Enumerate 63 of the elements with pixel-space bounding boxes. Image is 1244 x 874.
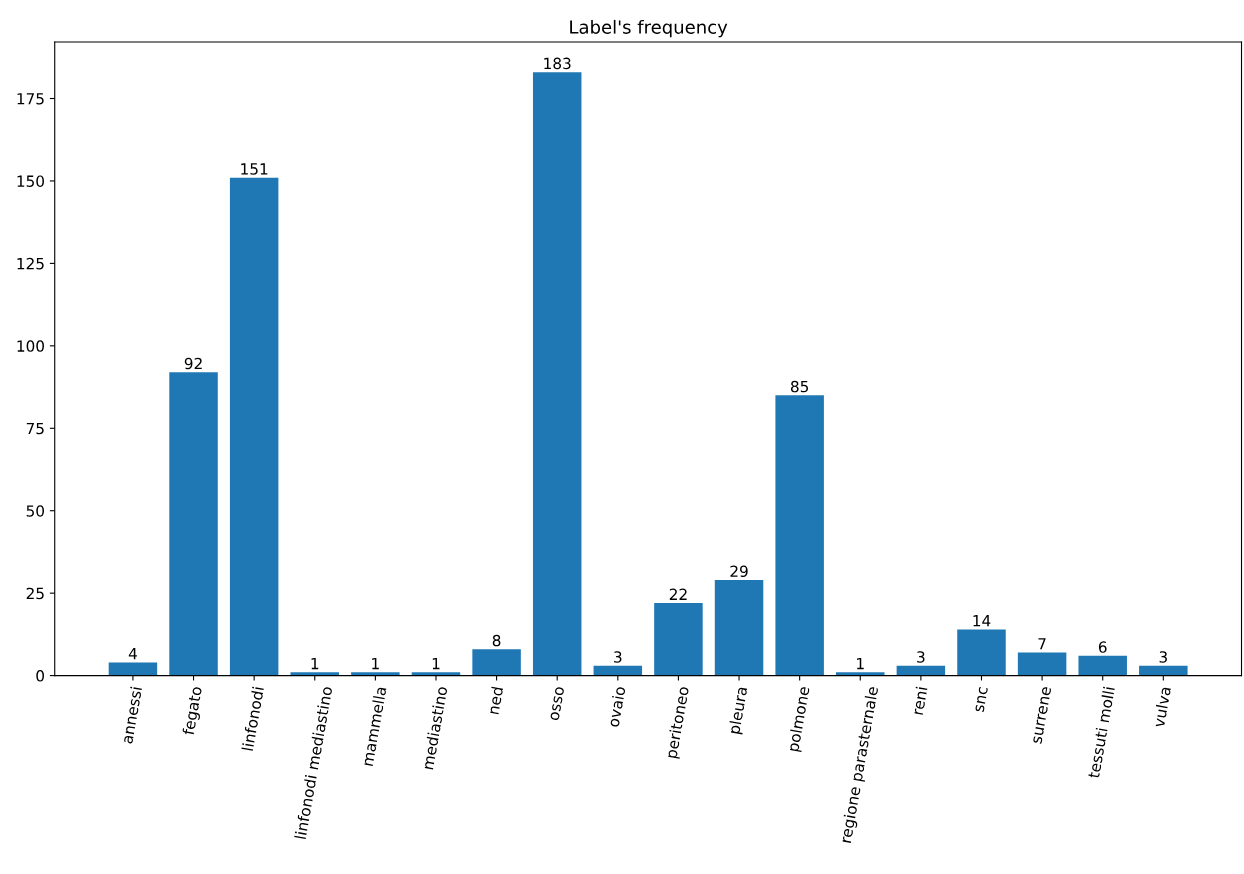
x-tick-label: osso [550,686,565,721]
bar [411,672,461,676]
x-tick-label: reni [911,686,928,715]
y-tick-label: 50 [26,505,44,517]
bar [1017,652,1067,676]
bar [896,665,946,676]
data-label: 1 [432,657,440,670]
data-label: 151 [241,163,268,175]
x-tick-label: annessi [120,686,143,744]
bar [351,672,400,676]
data-label: 6 [1098,641,1107,653]
x-tick-label: snc [975,686,988,713]
x-tick-label: mammella [361,686,387,767]
data-label: 3 [1159,651,1167,663]
data-label: 14 [973,615,991,627]
x-tick-label: linfonodi mediastino [294,686,333,840]
data-label: 92 [184,357,202,370]
data-label: 1 [311,657,319,670]
data-label: 183 [544,57,571,70]
y-tick-label: 0 [36,670,44,682]
bar [957,629,1006,676]
bar [654,603,703,676]
x-tick-label: surrene [1032,686,1052,744]
x-tick-label: regione parasternale [839,686,882,844]
bar [1078,655,1127,676]
y-tick-label: 125 [17,257,44,270]
y-tick-label: 175 [17,93,44,105]
x-tick-label: tessuti molli [1087,686,1115,779]
data-label: 4 [128,648,137,660]
data-label: 29 [730,565,748,578]
bar [229,177,279,676]
y-tick-label: 75 [26,422,44,435]
bar [836,672,885,676]
data-label: 1 [372,657,379,670]
x-tick-label: ovaio [607,686,626,728]
bar [169,372,218,676]
x-tick-label: vulva [1152,686,1172,728]
bar [290,672,339,676]
bar [532,72,582,676]
x-tick-label: pleura [727,686,751,735]
bar [593,665,643,676]
y-tick-label: 25 [26,587,44,600]
y-tick-label: 100 [17,340,44,352]
data-label: 3 [614,651,622,663]
y-tick-label: 150 [17,175,44,187]
data-label: 1 [857,657,864,670]
x-tick-label: mediastino [421,686,448,770]
x-tick-label: polmone [786,686,813,753]
bar [108,662,158,676]
data-label: 3 [917,651,925,663]
x-tick-label: linfonodi [241,686,264,751]
x-tick-label: ned [487,686,504,715]
bar [775,395,824,676]
data-label: 22 [669,588,687,600]
data-label: 7 [1038,638,1046,650]
chart-title: Label's frequency [570,19,728,38]
data-label: 85 [790,380,809,393]
data-label: 8 [492,634,501,647]
bar [472,649,521,676]
x-tick-label: fegato [182,686,205,736]
x-tick-label: peritoneo [665,686,692,759]
bar [1139,665,1188,676]
bar [714,579,764,676]
